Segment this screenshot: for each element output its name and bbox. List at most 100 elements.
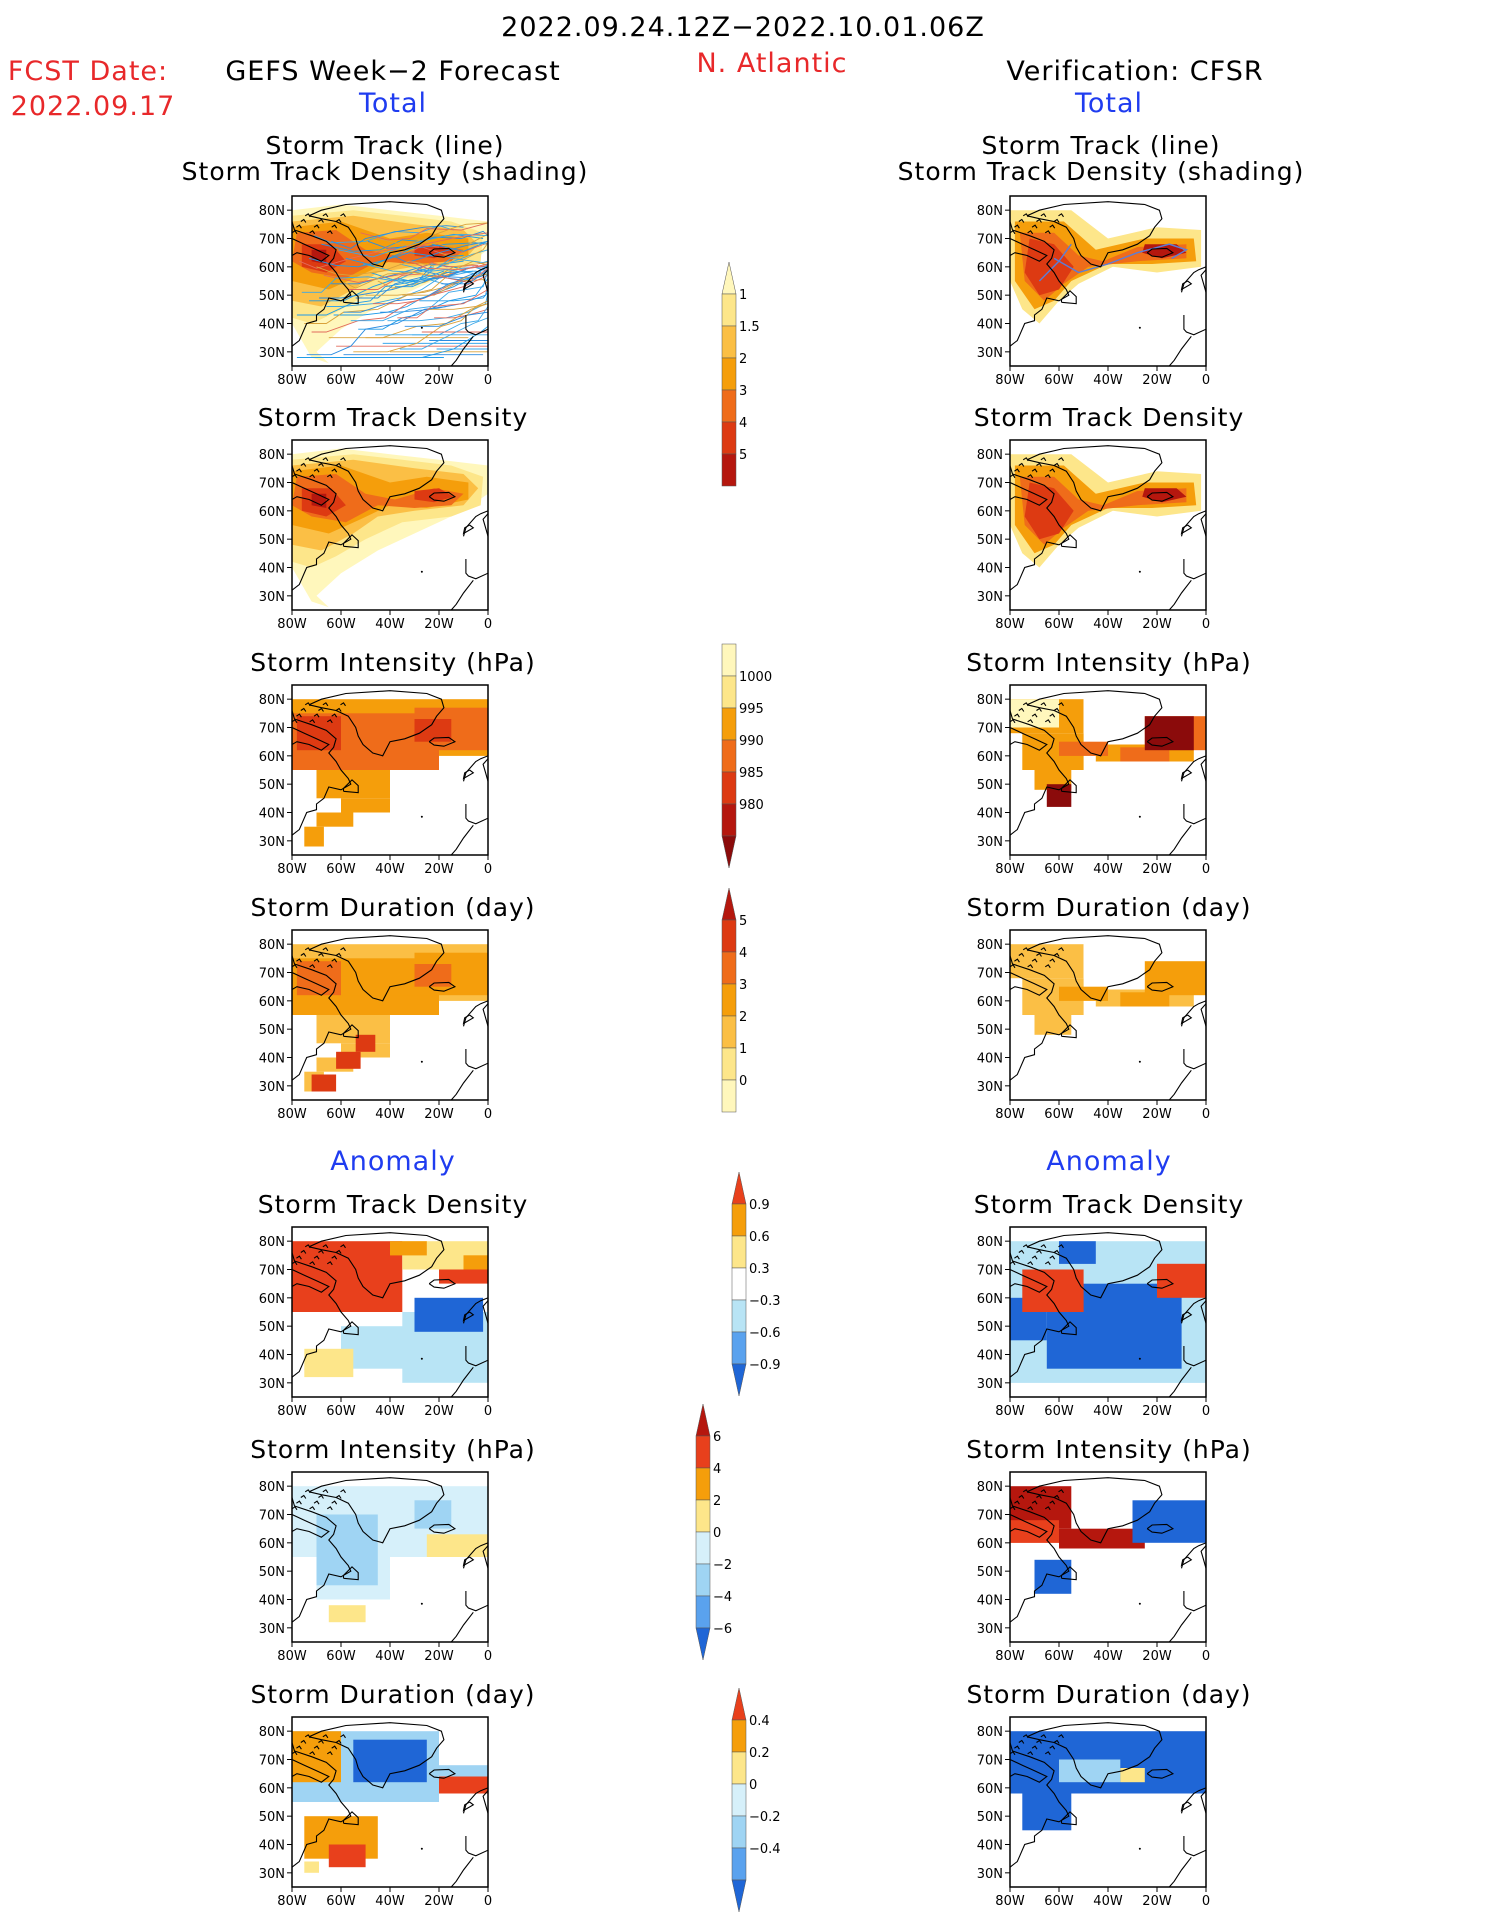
- colorbar-label: 0: [713, 1526, 721, 1541]
- title-right-intensity: Storm Intensity (hPa): [966, 648, 1252, 677]
- svg-text:30N: 30N: [977, 1377, 1003, 1392]
- map-right-anom-density: 80W 60W 40W 20W 0 80N 70N 60N 50N 40N 30N: [977, 1226, 1210, 1419]
- colorbar-label: −0.3: [749, 1294, 781, 1309]
- svg-text:60N: 60N: [259, 750, 285, 765]
- colorbar-label: −6: [713, 1622, 732, 1637]
- svg-text:30N: 30N: [259, 1622, 285, 1637]
- svg-text:70N: 70N: [259, 967, 285, 982]
- svg-text:50N: 50N: [259, 1023, 285, 1038]
- svg-text:0: 0: [1202, 1894, 1210, 1909]
- title-right-duration: Storm Duration (day): [966, 893, 1252, 922]
- map-right-track: 80W 60W 40W 20W 0 80N 70N 60N 50N 40N 30N: [977, 195, 1210, 388]
- svg-text:60N: 60N: [259, 1537, 285, 1552]
- title-left-anom-intensity: Storm Intensity (hPa): [250, 1435, 536, 1464]
- colorbar-swatch: [731, 1751, 747, 1785]
- map-right-anom-intensity: 80W 60W 40W 20W 0 80N 70N 60N 50N 40N 30N: [977, 1471, 1210, 1664]
- title-right-anom-density: Storm Track Density: [973, 1190, 1245, 1219]
- left-title: GEFS Week−2 Forecast: [225, 56, 561, 87]
- colorbar-swatch: [721, 983, 737, 1017]
- colorbar-swatch: [695, 1531, 711, 1565]
- colorbar-total-intensity: 1000 995 990 985 980: [721, 643, 782, 878]
- svg-text:50N: 50N: [977, 778, 1003, 793]
- total-left-label: Total: [358, 88, 428, 119]
- colorbar-label: 0: [749, 1778, 757, 1793]
- map-right-anom-duration: 80W 60W 40W 20W 0 80N 70N 60N 50N 40N 30N: [977, 1716, 1210, 1909]
- svg-text:0: 0: [1202, 1404, 1210, 1419]
- svg-text:80W: 80W: [995, 1107, 1025, 1122]
- colorbar-label: 2: [739, 1010, 747, 1025]
- colorbar-label: 5: [739, 448, 747, 463]
- colorbar-swatch: [721, 1079, 737, 1113]
- colorbar-swatch: [721, 643, 737, 677]
- colorbar-anomaly-intensity: 6 4 2 0 −2 −4 −6: [695, 1403, 756, 1670]
- title-right-track-line: Storm Track (line): [981, 131, 1221, 160]
- svg-text:60N: 60N: [259, 505, 285, 520]
- colorbar-total-density: 1 1.5 2 3 4 5: [721, 261, 782, 496]
- svg-text:40W: 40W: [1093, 862, 1123, 877]
- svg-text:80N: 80N: [977, 448, 1003, 463]
- svg-text:80W: 80W: [277, 1107, 307, 1122]
- svg-text:50N: 50N: [977, 289, 1003, 304]
- field-aint-left: [292, 1477, 488, 1642]
- svg-text:50N: 50N: [977, 533, 1003, 548]
- svg-text:80N: 80N: [977, 204, 1003, 219]
- svg-text:40W: 40W: [375, 617, 405, 632]
- colorbar-swatch: [721, 357, 737, 391]
- svg-text:80W: 80W: [995, 1894, 1025, 1909]
- svg-text:50N: 50N: [259, 289, 285, 304]
- field-int-left: [292, 690, 488, 855]
- svg-text:70N: 70N: [977, 233, 1003, 248]
- colorbar-label: 980: [739, 798, 764, 813]
- svg-text:80N: 80N: [259, 1725, 285, 1740]
- svg-text:30N: 30N: [259, 1867, 285, 1882]
- svg-text:70N: 70N: [259, 1264, 285, 1279]
- fcst-date-label: FCST Date:: [7, 56, 169, 87]
- svg-text:40W: 40W: [1093, 617, 1123, 632]
- svg-text:30N: 30N: [977, 1867, 1003, 1882]
- svg-text:20W: 20W: [424, 1404, 454, 1419]
- svg-text:60N: 60N: [977, 750, 1003, 765]
- svg-text:80W: 80W: [995, 862, 1025, 877]
- svg-text:70N: 70N: [259, 1754, 285, 1769]
- colorbar-swatch: [721, 771, 737, 805]
- svg-text:40W: 40W: [375, 1404, 405, 1419]
- colorbar-label: −0.9: [749, 1358, 781, 1373]
- svg-text:0: 0: [484, 862, 492, 877]
- svg-text:80N: 80N: [977, 1235, 1003, 1250]
- svg-text:60W: 60W: [1044, 1649, 1074, 1664]
- svg-text:80W: 80W: [995, 1404, 1025, 1419]
- svg-text:40N: 40N: [977, 1839, 1003, 1854]
- svg-text:50N: 50N: [259, 778, 285, 793]
- svg-text:70N: 70N: [977, 1264, 1003, 1279]
- svg-text:60W: 60W: [326, 862, 356, 877]
- svg-text:60N: 60N: [977, 1292, 1003, 1307]
- svg-text:40N: 40N: [977, 1594, 1003, 1609]
- svg-text:20W: 20W: [1142, 862, 1172, 877]
- svg-text:60W: 60W: [326, 373, 356, 388]
- svg-text:20W: 20W: [424, 862, 454, 877]
- svg-text:20W: 20W: [424, 1649, 454, 1664]
- svg-text:70N: 70N: [259, 477, 285, 492]
- colorbar-swatch: [695, 1595, 711, 1629]
- colorbar-label: 5: [739, 914, 747, 929]
- colorbar-label: 995: [739, 702, 764, 717]
- field-dur-left: [292, 935, 488, 1100]
- anomaly-left-label: Anomaly: [330, 1146, 456, 1177]
- svg-text:60N: 60N: [977, 261, 1003, 276]
- map-left-density: 80W 60W 40W 20W 0 80N 70N 60N 50N 40N 30N: [259, 439, 492, 632]
- svg-text:40N: 40N: [977, 318, 1003, 333]
- svg-text:80N: 80N: [259, 448, 285, 463]
- svg-text:40N: 40N: [977, 1052, 1003, 1067]
- svg-text:50N: 50N: [259, 1810, 285, 1825]
- svg-text:80N: 80N: [977, 1725, 1003, 1740]
- svg-text:80W: 80W: [995, 373, 1025, 388]
- svg-text:20W: 20W: [424, 1894, 454, 1909]
- map-left-anom-duration: 80W 60W 40W 20W 0 80N 70N 60N 50N 40N 30N: [259, 1716, 492, 1909]
- svg-text:70N: 70N: [259, 233, 285, 248]
- period-title: 2022.09.24.12Z−2022.10.01.06Z: [501, 12, 985, 43]
- svg-text:40N: 40N: [259, 1349, 285, 1364]
- colorbar-label: 1: [739, 288, 747, 303]
- field-dur-right: [1010, 935, 1206, 1100]
- colorbar-label: −4: [713, 1590, 732, 1605]
- title-right-track-shading: Storm Track Density (shading): [897, 157, 1305, 186]
